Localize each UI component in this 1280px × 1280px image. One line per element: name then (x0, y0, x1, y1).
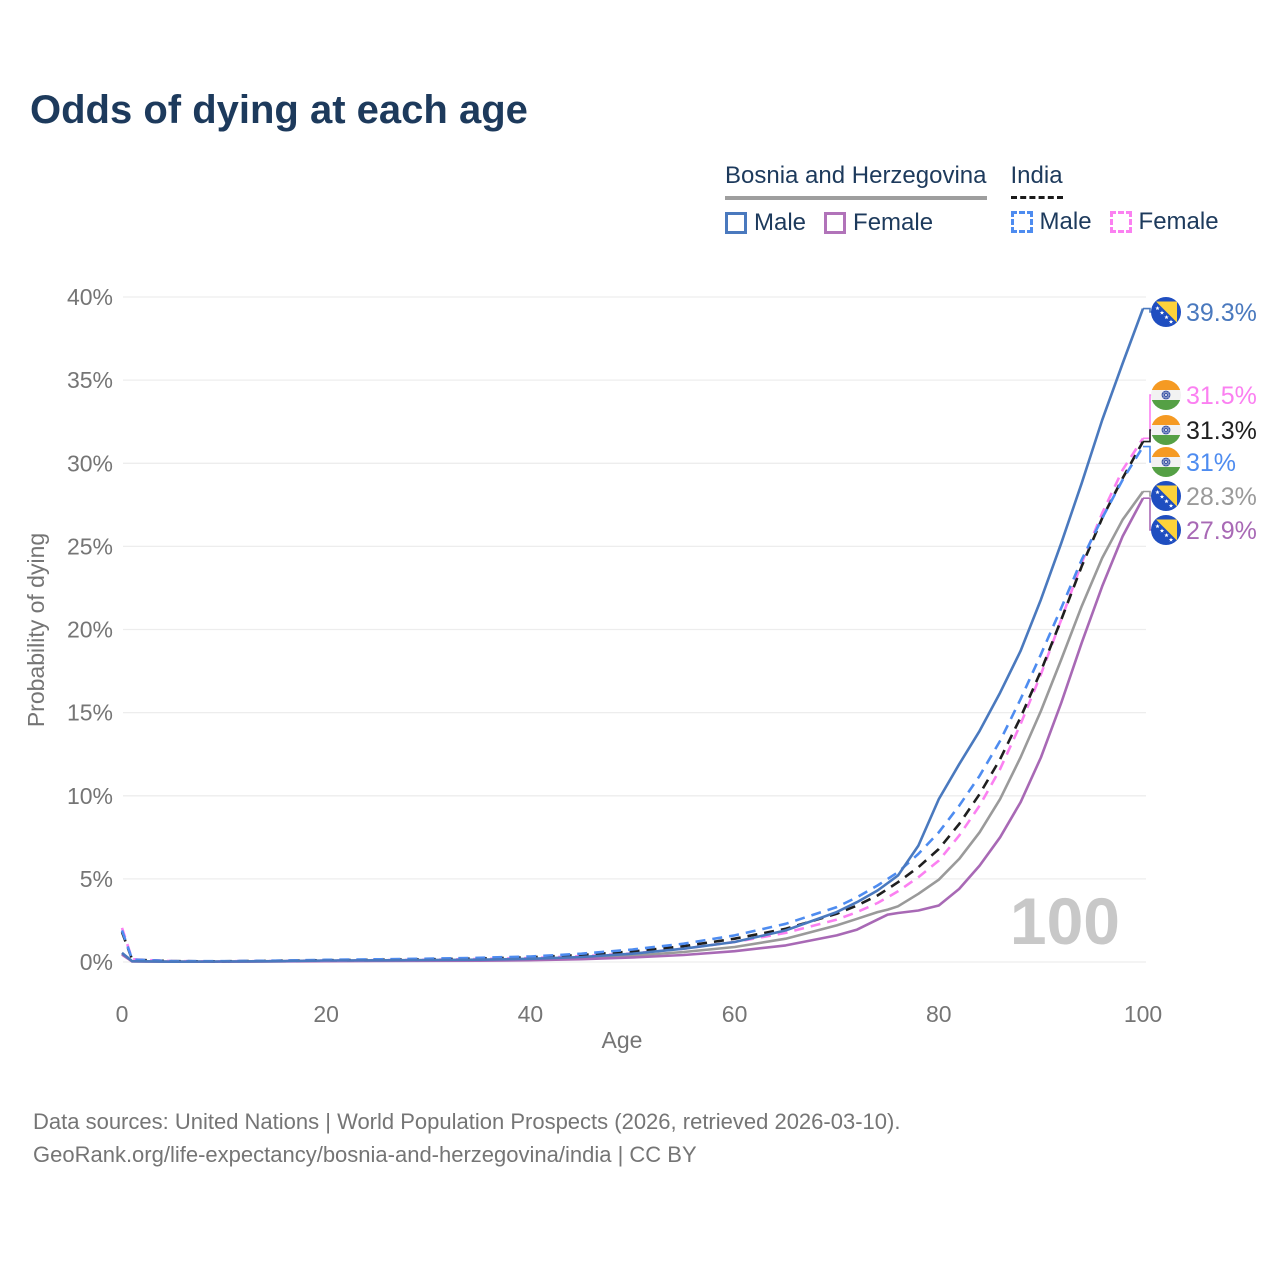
y-tick-label: 30% (67, 450, 113, 476)
end-label-connector (1143, 429, 1152, 443)
y-tick-label: 15% (67, 700, 113, 726)
x-tick-label: 0 (116, 1001, 129, 1027)
y-tick-label: 5% (80, 866, 113, 892)
attribution-line: GeoRank.org/life-expectancy/bosnia-and-h… (33, 1142, 697, 1167)
end-label-connector (1143, 445, 1152, 463)
series-lines (120, 308, 1145, 964)
page-title: Odds of dying at each age (30, 88, 528, 132)
data-sources: Data sources: United Nations | World Pop… (33, 1105, 900, 1171)
y-tick-label: 25% (67, 533, 113, 559)
data-source-line: Data sources: United Nations | World Pop… (33, 1109, 901, 1134)
series-line-india-male[interactable] (120, 445, 1145, 963)
legend-item-india-male[interactable]: Male (1010, 208, 1092, 236)
legend-item-label: Female (853, 209, 934, 236)
legend-swatch-icon (725, 212, 747, 234)
y-tick-label: 35% (67, 367, 113, 393)
y-tick-label: 20% (67, 617, 113, 643)
series-line-india-overall[interactable] (120, 440, 1145, 963)
end-label-bosnia-and-herzegovina-female: 27.9% (1186, 517, 1257, 545)
legend-country-india[interactable]: India (1010, 162, 1063, 199)
legend-item-bosnia-and-herzegovina-male[interactable]: Male (725, 209, 806, 237)
end-label-connector (1143, 307, 1152, 313)
end-label-india-female: 31.5% (1186, 382, 1257, 410)
flag-bosnia-icon (1151, 297, 1181, 327)
series-line-bosnia-and-herzegovina-female[interactable] (121, 497, 1145, 964)
x-tick-label: 100 (1124, 1001, 1162, 1027)
flag-india-icon (1151, 415, 1181, 445)
legend-item-label: Male (1039, 208, 1092, 235)
legend-group-bosnia-and-herzegovina: Bosnia and Herzegovina Male Female (725, 162, 987, 237)
age-counter-watermark: 100 (1010, 884, 1120, 958)
legend-items-row: Male Female (725, 209, 933, 237)
end-label-bosnia-and-herzegovina-male: 39.3% (1186, 299, 1257, 327)
legend-item-bosnia-and-herzegovina-female[interactable]: Female (824, 209, 933, 237)
legend-item-india-female[interactable]: Female (1109, 208, 1219, 236)
y-tick-label: 40% (67, 284, 113, 310)
legend-swatch-icon (1010, 211, 1033, 233)
end-label-connector (1143, 490, 1152, 497)
y-axis-title: Probability of dying (23, 533, 49, 727)
end-label-bosnia-and-herzegovina-overall: 28.3% (1186, 483, 1257, 511)
series-line-bosnia-and-herzegovina-male[interactable] (121, 308, 1145, 964)
legend: Bosnia and Herzegovina Male Female India Mal… (725, 162, 1219, 237)
flag-bosnia-icon (1151, 481, 1181, 511)
end-label-india-male: 31% (1186, 449, 1236, 477)
y-tick-label: 0% (80, 949, 113, 975)
legend-swatch-icon (824, 212, 847, 234)
legend-group-india: India Male Female (1010, 162, 1219, 237)
x-tick-label: 60 (722, 1001, 748, 1027)
x-tick-label: 20 (313, 1001, 339, 1027)
gridlines (123, 296, 1146, 963)
end-label-connector (1143, 497, 1152, 531)
flag-india-icon (1151, 447, 1181, 477)
axis-tick-labels: 0% 5% 10% 15% 20% 25% 30% 35% 40% 0 20 40 60 80 100 (67, 284, 1162, 1027)
flag-india-icon (1151, 380, 1181, 410)
flag-bosnia-icon (1151, 515, 1181, 545)
legend-country-bosnia-and-herzegovina[interactable]: Bosnia and Herzegovina (725, 162, 987, 200)
y-tick-label: 10% (67, 783, 113, 809)
legend-items-row: Male Female (1010, 208, 1219, 236)
end-label-india-overall: 31.3% (1186, 417, 1257, 445)
series-line-india-female[interactable] (120, 437, 1145, 963)
x-axis-title: Age (602, 1027, 643, 1053)
legend-swatch-icon (1109, 211, 1132, 233)
x-tick-label: 40 (518, 1001, 544, 1027)
x-tick-label: 80 (926, 1001, 952, 1027)
legend-item-label: Female (1138, 208, 1219, 235)
series-line-bosnia-and-herzegovina-overall[interactable] (121, 490, 1145, 964)
legend-item-label: Male (754, 209, 807, 236)
end-value-labels: 39.3% 31.5% 31.3% 31% 28.3% 27.9% (1143, 297, 1257, 545)
